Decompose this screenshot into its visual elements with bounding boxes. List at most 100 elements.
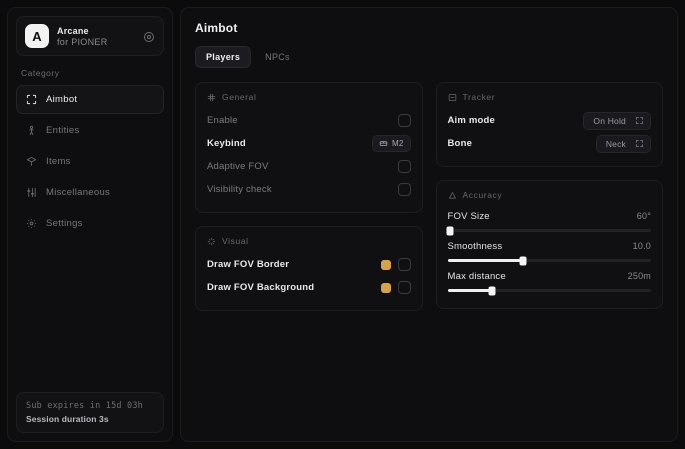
card-accuracy-header: Accuracy	[448, 190, 652, 200]
card-general-header: General	[207, 92, 411, 102]
fov-background-color-swatch[interactable]	[380, 282, 391, 293]
tab-npcs[interactable]: NPCs	[265, 52, 290, 62]
row-label: Visibility check	[207, 184, 272, 195]
bone-dropdown[interactable]: Neck	[595, 134, 651, 153]
slider-thumb[interactable]	[446, 226, 454, 235]
page-title: Aimbot	[195, 21, 238, 35]
draw-fov-background-checkbox[interactable]	[397, 281, 411, 294]
row-aim-mode: Aim mode On Hold	[447, 109, 651, 132]
row-label: Keybind	[207, 138, 246, 149]
brand-subtitle: for PIONER	[57, 36, 108, 47]
row-draw-fov-background: Draw FOV Background	[207, 276, 411, 299]
sidebar-item-label: Items	[46, 156, 71, 167]
card-visual-title: Visual	[222, 236, 249, 246]
slider-fill	[447, 289, 493, 292]
crosshair-icon	[26, 94, 37, 105]
session-duration: Session duration 3s	[26, 414, 109, 424]
row-label: Draw FOV Border	[207, 259, 290, 270]
aim-mode-dropdown[interactable]: On Hold	[583, 111, 651, 130]
row-label: Adaptive FOV	[207, 161, 269, 172]
settings-columns: General Enable Keybind M2	[195, 82, 663, 311]
sidebar-item-settings[interactable]: Settings	[16, 209, 164, 238]
slider-value: 10.0	[632, 241, 651, 251]
row-label: Bone	[447, 138, 473, 149]
card-tracker-header: Tracker	[448, 92, 652, 102]
mouse-icon	[379, 139, 388, 148]
sidebar-item-label: Miscellaneous	[46, 187, 111, 198]
expand-icon	[635, 116, 644, 125]
row-controls	[380, 258, 411, 271]
brand-card[interactable]: A Arcane for PIONER	[16, 16, 164, 56]
expand-icon	[635, 139, 644, 148]
slider-track[interactable]	[447, 256, 651, 265]
card-accuracy: Accuracy FOV Size 60°	[435, 180, 663, 309]
card-general: General Enable Keybind M2	[195, 82, 423, 213]
slider-label: FOV Size	[447, 211, 490, 222]
row-controls	[380, 281, 411, 294]
card-visual: Visual Draw FOV Border Draw FOV Backgrou…	[195, 226, 423, 311]
subscription-status: Sub expires in 15d 03h	[26, 401, 143, 411]
sidebar-item-label: Settings	[46, 218, 83, 229]
card-accuracy-title: Accuracy	[462, 190, 503, 200]
row-draw-fov-border: Draw FOV Border	[207, 253, 411, 276]
slider-label: Smoothness	[447, 241, 503, 252]
row-label: Aim mode	[447, 115, 496, 126]
bone-value: Neck	[605, 138, 626, 149]
tab-bar: Players NPCs	[195, 46, 663, 68]
right-column: Tracker Aim mode On Hold Bone	[435, 82, 663, 309]
adaptive-fov-checkbox[interactable]	[397, 160, 411, 173]
row-adaptive-fov: Adaptive FOV	[207, 155, 411, 178]
slider-track[interactable]	[446, 226, 651, 235]
main-panel: Aimbot Players NPCs General Enable	[180, 7, 678, 442]
slider-thumb[interactable]	[519, 256, 527, 265]
sidebar-item-label: Aimbot	[46, 94, 78, 105]
sliders-icon	[26, 187, 37, 198]
sidebar-nav: Aimbot Entities Items Miscellaneous	[16, 85, 164, 238]
brand-text: Arcane for PIONER	[57, 26, 108, 47]
slider-thumb[interactable]	[488, 286, 496, 295]
card-visual-header: Visual	[207, 236, 411, 246]
slider-header: Smoothness 10.0	[448, 241, 652, 252]
brand-title: Arcane	[57, 25, 89, 36]
row-keybind: Keybind M2	[207, 132, 411, 155]
avatar: A	[25, 24, 49, 48]
sidebar-item-miscellaneous[interactable]: Miscellaneous	[16, 178, 164, 207]
card-general-title: General	[222, 92, 257, 102]
frame-icon	[448, 93, 457, 102]
target-icon	[448, 191, 457, 200]
card-tracker-title: Tracker	[462, 92, 496, 102]
sparkle-icon	[207, 237, 216, 246]
draw-fov-border-checkbox[interactable]	[397, 258, 411, 271]
keybind-value: M2	[391, 139, 404, 148]
gear-icon	[26, 218, 37, 229]
row-bone: Bone Neck	[447, 132, 651, 155]
row-label: Draw FOV Background	[207, 282, 315, 293]
sidebar: A Arcane for PIONER Category Aimbot	[7, 7, 173, 442]
slider-smoothness: Smoothness 10.0	[447, 237, 652, 267]
sidebar-item-aimbot[interactable]: Aimbot	[16, 85, 164, 114]
slider-header: Max distance 250m	[448, 271, 652, 282]
tab-players[interactable]: Players	[195, 46, 252, 68]
category-label: Category	[21, 68, 60, 78]
sidebar-item-items[interactable]: Items	[16, 147, 164, 176]
enable-checkbox[interactable]	[397, 114, 411, 127]
sidebar-footer: Sub expires in 15d 03h Session duration …	[16, 392, 164, 433]
card-tracker: Tracker Aim mode On Hold Bone	[435, 82, 663, 167]
visibility-check-checkbox[interactable]	[397, 183, 411, 196]
keybind-button[interactable]: M2	[371, 135, 411, 152]
sidebar-item-label: Entities	[46, 125, 80, 136]
fov-border-color-swatch[interactable]	[380, 259, 391, 270]
person-icon	[26, 125, 37, 136]
gear-icon[interactable]	[143, 30, 155, 42]
row-label: Enable	[207, 115, 238, 126]
row-visibility-check: Visibility check	[207, 178, 411, 201]
slider-track[interactable]	[447, 286, 651, 295]
left-column: General Enable Keybind M2	[195, 82, 423, 311]
slider-max-distance: Max distance 250m	[447, 267, 652, 297]
slider-value: 250m	[627, 271, 651, 281]
box-icon	[26, 156, 37, 167]
slider-fov-size: FOV Size 60°	[446, 207, 651, 237]
sidebar-item-entities[interactable]: Entities	[16, 116, 164, 145]
slider-value: 60°	[636, 211, 651, 221]
